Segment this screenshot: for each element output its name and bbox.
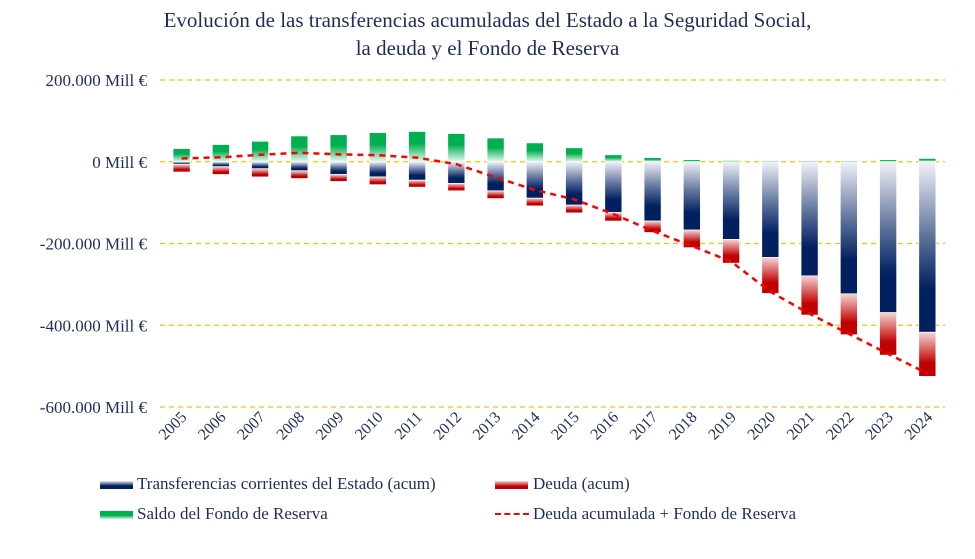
chart-plot: 200.000 Mill € 0 Mill € -200.000 Mill € -40…: [40, 71, 945, 444]
bar-deuda: [761, 257, 780, 294]
y-tick-label: -200.000 Mill €: [40, 235, 148, 254]
bar-transferencias: [290, 161, 309, 172]
legend-swatch-deuda-fondo-line: [495, 513, 529, 515]
bar-deuda: [251, 168, 269, 178]
bar-transferencias: [643, 161, 662, 222]
legend-swatch-transferencias: [100, 481, 133, 489]
x-tick-label: 2019: [705, 409, 740, 444]
bar-transferencias: [722, 161, 740, 240]
bar-deuda: [918, 331, 937, 377]
legend-swatch-deuda: [495, 481, 528, 489]
bar-deuda: [447, 183, 466, 192]
y-tick-label: 200.000 Mill €: [45, 71, 147, 90]
bar-deuda: [840, 293, 858, 335]
x-tick-label: 2011: [392, 409, 426, 443]
bar-transferencias: [840, 161, 858, 295]
bar-deuda: [486, 190, 505, 199]
bar-fondo-reserva: [918, 158, 937, 163]
bar-deuda: [526, 197, 544, 207]
bar-fondo-reserva: [172, 148, 191, 163]
y-tick-label: -600.000 Mill €: [40, 398, 148, 417]
x-tick-label: 2005: [156, 409, 191, 444]
x-tick-label: 2023: [862, 409, 897, 444]
bar-transferencias: [329, 161, 348, 175]
legend-label-deuda-fondo: Deuda acumulada + Fondo de Reserva: [533, 504, 797, 523]
bar-deuda: [879, 312, 897, 356]
x-tick-label: 2016: [588, 409, 623, 444]
x-tick-label: 2006: [195, 409, 230, 444]
x-tick-label: 2007: [234, 409, 269, 444]
bar-deuda: [172, 163, 191, 173]
bar-fondo-reserva: [643, 157, 662, 163]
bar-deuda: [369, 176, 387, 185]
bar-transferencias: [369, 161, 387, 178]
bar-transferencias: [800, 161, 819, 277]
x-tick-label: 2017: [627, 409, 662, 444]
bar-fondo-reserva: [212, 144, 230, 163]
x-tick-label: 2024: [902, 409, 937, 444]
bar-transferencias: [918, 161, 937, 333]
legend-label-deuda: Deuda (acum): [533, 474, 630, 493]
bar-fondo-reserva: [369, 132, 387, 163]
bar-transferencias: [879, 161, 897, 313]
bar-deuda: [565, 204, 583, 214]
x-tick-label: 2021: [784, 409, 819, 444]
bar-transferencias: [408, 161, 426, 181]
x-tick-label: 2008: [274, 409, 309, 444]
bar-fondo-reserva: [761, 160, 780, 163]
bar-fondo-reserva: [683, 159, 701, 163]
bar-fondo-reserva: [800, 160, 819, 163]
bar-transferencias: [526, 161, 544, 199]
x-tick-label: 2014: [509, 409, 544, 444]
x-tick-label: 2013: [470, 409, 505, 444]
bar-fondo-reserva: [447, 133, 466, 163]
chart-title-line1: Evolución de las transferencias acumulad…: [163, 8, 812, 32]
bar-deuda: [643, 220, 662, 233]
legend-label-fondo: Saldo del Fondo de Reserva: [137, 504, 328, 523]
bar-deuda: [722, 239, 740, 264]
bar-deuda: [212, 166, 230, 175]
chart-title-line2: la deuda y el Fondo de Reserva: [355, 36, 620, 60]
bar-transferencias: [251, 161, 269, 169]
x-tick-label: 2010: [352, 409, 387, 444]
bar-transferencias: [172, 161, 191, 165]
x-tick-label: 2020: [745, 409, 780, 444]
bar-deuda: [604, 212, 623, 222]
y-tick-label: 0 Mill €: [92, 153, 147, 172]
bar-transferencias: [761, 161, 780, 258]
bar-fondo-reserva: [565, 147, 583, 163]
x-tick-label: 2009: [313, 409, 348, 444]
legend-label-transferencias: Transferencias corrientes del Estado (ac…: [137, 474, 436, 493]
x-tick-label: 2018: [666, 409, 701, 444]
x-tick-label: 2015: [548, 409, 583, 444]
y-tick-label: -400.000 Mill €: [40, 316, 148, 335]
bar-fondo-reserva: [486, 137, 505, 163]
bar-fondo-reserva: [290, 135, 309, 163]
bar-fondo-reserva: [840, 160, 858, 163]
bar-fondo-reserva: [251, 141, 269, 163]
bar-deuda: [329, 174, 348, 182]
bar-transferencias: [212, 161, 230, 167]
bar-deuda: [408, 179, 426, 188]
line-deuda-fondo: [181, 151, 928, 375]
bar-transferencias: [604, 161, 623, 213]
x-tick-label: 2022: [823, 409, 858, 444]
legend-swatch-fondo: [100, 511, 133, 519]
x-tick-label: 2012: [431, 409, 466, 444]
chart-title: Evolución de las transferencias acumulad…: [0, 6, 975, 62]
bar-fondo-reserva: [329, 134, 348, 163]
bar-fondo-reserva: [408, 131, 426, 163]
bar-fondo-reserva: [722, 160, 740, 163]
bar-fondo-reserva: [879, 159, 897, 163]
bar-deuda: [290, 170, 309, 179]
bar-transferencias: [683, 161, 701, 231]
bar-fondo-reserva: [604, 154, 623, 163]
bar-fondo-reserva: [526, 142, 544, 163]
